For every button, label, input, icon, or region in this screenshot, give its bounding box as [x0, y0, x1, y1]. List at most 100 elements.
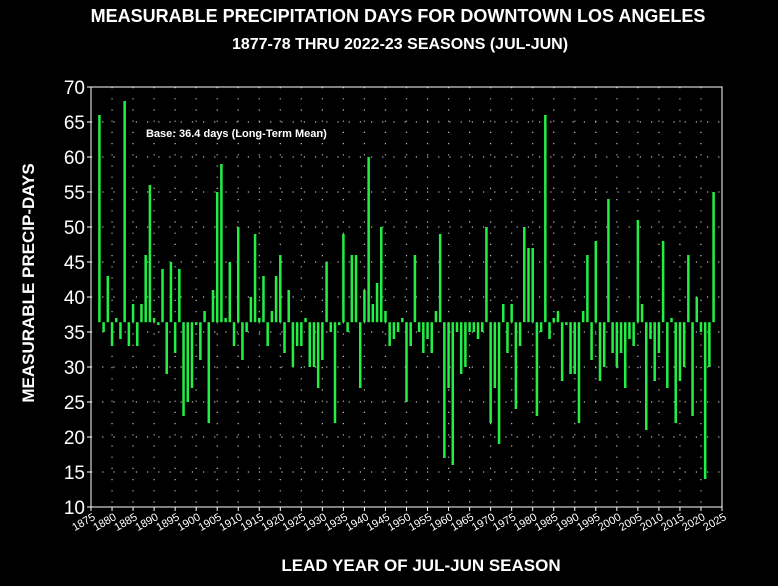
bar [527, 248, 530, 323]
bar [459, 322, 463, 374]
bar [392, 322, 396, 339]
bar [472, 322, 476, 332]
bar [224, 318, 227, 323]
bar [476, 322, 480, 339]
bar [321, 322, 324, 360]
y-tick-label: 10 [64, 498, 85, 519]
bar [300, 322, 303, 346]
bar [228, 262, 232, 323]
bar [666, 322, 669, 388]
bar [615, 322, 619, 367]
bar [346, 322, 349, 332]
bar [363, 290, 366, 323]
y-tick-label: 60 [64, 148, 85, 169]
bar [594, 241, 598, 323]
bar [190, 322, 194, 388]
bar [590, 322, 593, 360]
bar [182, 322, 185, 416]
bar [253, 234, 257, 323]
bar [523, 227, 526, 323]
bar [375, 283, 379, 323]
bar [354, 255, 358, 323]
bar [215, 192, 219, 323]
bar [173, 322, 177, 353]
bar [274, 276, 278, 323]
bar [157, 322, 160, 325]
bar [556, 311, 560, 323]
bar [396, 322, 400, 332]
bar [266, 322, 269, 346]
bar [699, 322, 703, 332]
bar [329, 322, 333, 332]
bar [598, 322, 602, 381]
bar [581, 311, 585, 323]
bar [661, 241, 665, 323]
bar [417, 322, 421, 332]
bar [447, 322, 450, 388]
bar [203, 311, 206, 323]
bar [455, 322, 459, 332]
bar [451, 322, 455, 465]
y-axis-ticks: 10 15 20 25 30 35 40 45 50 55 60 65 70 [64, 78, 91, 519]
bar [194, 322, 198, 325]
bar [548, 322, 551, 339]
y-tick-label: 65 [64, 113, 85, 134]
bar [703, 322, 707, 479]
bar [304, 318, 307, 323]
y-tick-label: 25 [64, 393, 85, 414]
y-tick-label: 20 [64, 428, 85, 449]
bar [409, 322, 412, 346]
bar [544, 115, 547, 323]
bar [405, 322, 408, 402]
bar [178, 269, 181, 323]
bar [493, 322, 497, 388]
bar [270, 311, 274, 323]
bar [695, 297, 699, 323]
bar [506, 322, 509, 353]
bar [367, 157, 370, 323]
bar [358, 322, 362, 388]
bar [586, 255, 589, 323]
bar [119, 322, 122, 339]
grid-dots [91, 87, 722, 507]
bar [497, 322, 501, 444]
bar [262, 276, 265, 323]
y-tick-label: 30 [64, 358, 85, 379]
bar [682, 322, 686, 367]
chart-subtitle: 1877-78 THRU 2022-23 SEASONS (JUL-JUN) [232, 36, 568, 53]
bar [632, 322, 635, 346]
bar [207, 322, 211, 423]
bar-series [98, 101, 715, 479]
bar [691, 322, 694, 416]
bar [531, 248, 534, 323]
y-axis-label: MEASURABLE PRECIP-DAYS [19, 163, 38, 402]
bar [577, 322, 581, 423]
bar [148, 185, 152, 323]
y-tick-label: 55 [64, 183, 85, 204]
bar [401, 318, 404, 323]
bar [485, 227, 488, 323]
bar [514, 322, 518, 409]
bar [480, 322, 484, 332]
chart-title: MEASURABLE PRECIPITATION DAYS FOR DOWNTO… [91, 6, 706, 26]
bar [144, 255, 147, 323]
bar [438, 234, 442, 323]
bar [623, 322, 627, 388]
bar [464, 322, 467, 367]
plot-frame [90, 86, 723, 508]
bar [388, 322, 391, 346]
bar [333, 322, 337, 423]
bar [649, 322, 652, 339]
bar [258, 318, 261, 323]
bar [539, 322, 543, 332]
bar [295, 322, 299, 346]
bar [127, 322, 131, 346]
bar [140, 304, 143, 323]
y-tick-label: 15 [64, 463, 85, 484]
y-tick-label: 35 [64, 323, 85, 344]
x-tick-label: 2025 [701, 511, 728, 534]
x-axis-ticks: 1875188018851890189519001905191019151920… [70, 507, 729, 534]
bar [607, 199, 610, 323]
bar [678, 322, 682, 381]
bar [232, 322, 236, 346]
